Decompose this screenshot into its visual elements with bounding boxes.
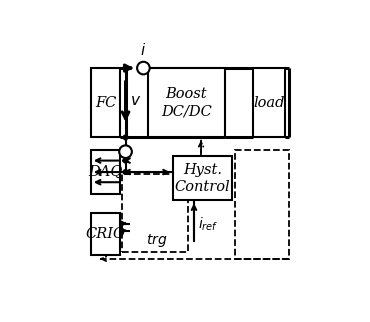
Text: $i$: $i$ (140, 42, 147, 58)
Text: CRIO: CRIO (85, 227, 125, 241)
Text: DAQ: DAQ (88, 165, 123, 179)
Bar (173, 156, 232, 200)
Text: Hyst.
Control: Hyst. Control (174, 163, 230, 194)
Circle shape (137, 62, 150, 74)
Bar (122, 174, 188, 252)
Bar (91, 213, 120, 255)
Text: FC: FC (95, 96, 116, 110)
Circle shape (123, 135, 128, 140)
Text: $i_{ref}$: $i_{ref}$ (198, 216, 218, 233)
Circle shape (119, 145, 132, 158)
Bar (91, 68, 120, 137)
Bar (91, 150, 120, 194)
Text: $trg$: $trg$ (146, 232, 168, 249)
Text: Boost
DC/DC: Boost DC/DC (161, 87, 212, 118)
Bar (253, 68, 285, 137)
Circle shape (123, 170, 128, 175)
Circle shape (123, 66, 128, 71)
Circle shape (123, 158, 128, 163)
Bar (235, 150, 289, 259)
Bar (148, 68, 225, 137)
Text: load: load (253, 96, 285, 110)
Text: $v$: $v$ (130, 94, 141, 108)
